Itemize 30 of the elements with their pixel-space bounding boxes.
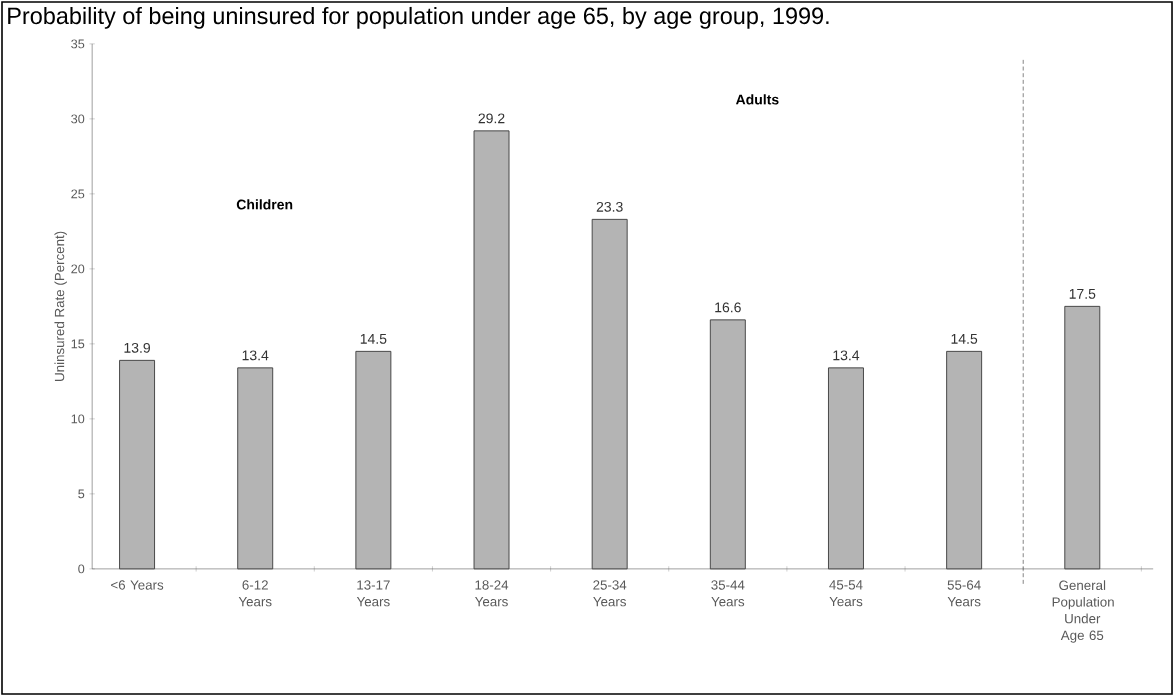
data-label: 23.3 <box>596 201 623 212</box>
data-label: 13.4 <box>833 350 860 361</box>
y-tick-label: 0 <box>78 564 85 574</box>
y-tick-label: 15 <box>71 339 85 349</box>
data-label: 29.2 <box>478 113 505 124</box>
x-tick-label: 13-17 Years <box>356 580 390 607</box>
x-tick-label: 25-34 Years <box>593 580 627 607</box>
x-tick-label: 18-24 Years <box>475 580 509 607</box>
annotation: Children <box>236 199 293 210</box>
data-label: 13.4 <box>242 350 269 361</box>
x-tick-label: General Population Under Age 65 <box>1052 580 1114 643</box>
chart-title: Probability of being uninsured for population under age 65, by age group, 1999. <box>8 6 829 29</box>
data-label: 17.5 <box>1069 289 1096 299</box>
y-axis-title: Uninsured Rate (Percent) <box>54 231 67 381</box>
data-label: 14.5 <box>951 334 978 344</box>
y-tick-label: 20 <box>71 264 85 274</box>
annotation: Adults <box>735 94 779 105</box>
x-tick-label: 45-54 Years <box>829 580 863 607</box>
y-tick-label: 35 <box>71 39 85 49</box>
y-tick-label: 10 <box>71 414 85 424</box>
data-label: 16.6 <box>715 302 741 313</box>
y-tick-label: 25 <box>71 189 85 199</box>
x-tick-label: 55-64 Years <box>947 580 981 607</box>
x-tick-label: 35-44 Years <box>711 580 745 607</box>
y-tick-label: 30 <box>71 114 85 124</box>
x-tick-label: <6 Years <box>111 580 164 590</box>
x-tick-label: 6-12 Years <box>238 580 272 607</box>
y-tick-label: 5 <box>78 489 85 499</box>
data-label: 13.9 <box>124 342 150 353</box>
data-label: 14.5 <box>360 334 387 344</box>
